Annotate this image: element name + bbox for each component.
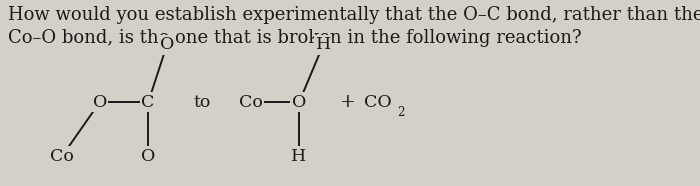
- Text: O: O: [292, 94, 307, 111]
- Text: O: O: [160, 36, 174, 53]
- Text: C: C: [141, 94, 155, 111]
- Text: H: H: [291, 148, 307, 165]
- Text: O: O: [92, 94, 107, 111]
- Text: 2: 2: [397, 106, 405, 119]
- Text: CO: CO: [364, 94, 391, 111]
- Text: to: to: [193, 94, 211, 111]
- Text: H: H: [316, 36, 331, 53]
- Text: Co: Co: [239, 94, 262, 111]
- Text: O: O: [141, 148, 155, 165]
- Text: How would you establish experimentally that the O–C bond, rather than the
Co–O b: How would you establish experimentally t…: [8, 6, 700, 47]
- Text: Co: Co: [50, 148, 74, 165]
- Text: +: +: [340, 93, 356, 111]
